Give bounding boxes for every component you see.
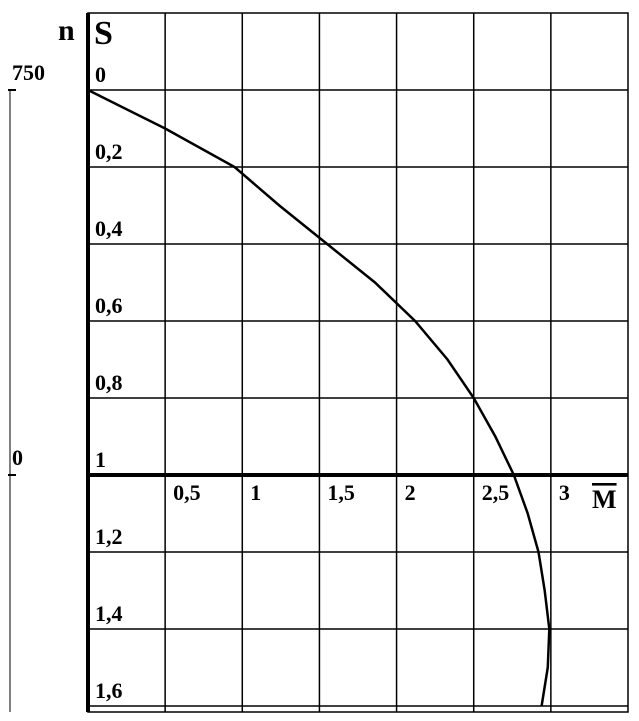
y-tick-label: 0,2	[95, 139, 123, 164]
x-tick-label: 2,5	[482, 480, 510, 505]
y2-tick-label: 750	[12, 60, 45, 85]
y-tick-label: 0,8	[95, 370, 123, 395]
curve	[87, 88, 551, 707]
x-tick-label: 1,5	[327, 480, 355, 505]
y2-axis-label: n	[58, 14, 75, 47]
y-axis-label: S	[94, 15, 113, 52]
y-tick-label: 0,4	[95, 216, 123, 241]
x-tick-label: 1	[250, 480, 261, 505]
y-tick-label: 0,6	[95, 293, 123, 318]
y-tick-label: 1,2	[95, 524, 123, 549]
y-tick-label: 1	[95, 447, 106, 472]
y2-tick-label: 0	[12, 445, 23, 470]
y-tick-label: 0	[95, 62, 106, 87]
x-axis-label: M	[592, 485, 617, 514]
y-tick-label: 1,4	[95, 601, 123, 626]
x-tick-label: 2	[405, 480, 416, 505]
x-tick-label: 0,5	[173, 480, 201, 505]
x-tick-label: 3	[559, 480, 570, 505]
y-tick-label: 1,6	[95, 678, 123, 703]
